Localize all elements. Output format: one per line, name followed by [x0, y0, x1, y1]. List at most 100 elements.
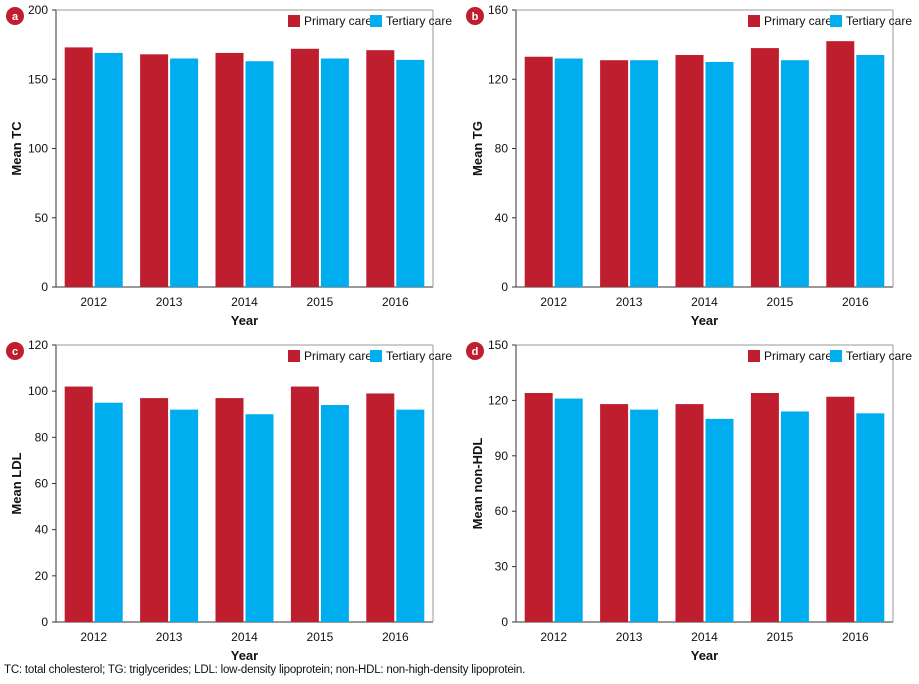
y-tick-label: 40	[35, 523, 49, 537]
figure-footnote: TC: total cholesterol; TG: triglycerides…	[4, 664, 526, 676]
chart-panel-a: 0 50 100 150 200 2012 2013 2014 2015 2016 Year Mean…	[6, 3, 452, 328]
bar-primary-care	[366, 393, 395, 622]
bar-tertiary-care	[554, 398, 583, 622]
bar-primary-care	[826, 396, 855, 622]
bar-tertiary-care	[856, 55, 885, 288]
x-axis-title: Year	[231, 313, 258, 328]
legend-label-primary-care: Primary care	[764, 349, 832, 363]
legend-swatch-primary-care	[748, 350, 760, 362]
bar-tertiary-care	[245, 414, 274, 622]
y-tick-label: 60	[495, 504, 509, 518]
y-tick-label: 80	[495, 142, 509, 156]
bar-primary-care	[215, 398, 244, 622]
bar-primary-care	[290, 386, 319, 622]
x-tick-label: 2015	[767, 295, 794, 309]
bar-primary-care	[524, 56, 553, 288]
bar-primary-care	[366, 50, 395, 287]
x-tick-label: 2012	[540, 630, 567, 644]
y-tick-label: 50	[35, 211, 49, 225]
x-tick-label: 2012	[540, 295, 567, 309]
bar-primary-care	[140, 398, 169, 622]
panel-badge	[466, 342, 484, 360]
legend-label-tertiary-care: Tertiary care	[386, 14, 452, 28]
bar-tertiary-care	[780, 60, 809, 287]
y-tick-label: 90	[495, 449, 509, 463]
bar-tertiary-care	[245, 61, 274, 288]
y-tick-label: 150	[488, 338, 508, 352]
y-tick-label: 0	[501, 615, 508, 629]
bar-tertiary-care	[94, 402, 123, 622]
x-tick-label: 2016	[382, 630, 409, 644]
chart-panel-c: 0 20 40 60 80 100 120 2012 2013 2014 2015 2016 Year M…	[6, 338, 452, 663]
bar-tertiary-care	[170, 58, 199, 287]
y-axis-title: Mean non-HDL	[470, 438, 485, 530]
legend-swatch-primary-care	[748, 15, 760, 27]
bar-primary-care	[600, 60, 629, 287]
y-tick-label: 120	[28, 338, 48, 352]
y-tick-label: 100	[28, 384, 48, 398]
bar-primary-care	[290, 48, 319, 287]
x-tick-label: 2015	[307, 630, 334, 644]
bar-primary-care	[750, 48, 779, 288]
y-tick-label: 60	[35, 477, 49, 491]
x-axis-title: Year	[231, 648, 258, 663]
x-axis-title: Year	[691, 313, 718, 328]
panel-badge-label: d	[472, 346, 479, 358]
y-tick-label: 30	[495, 560, 509, 574]
legend-swatch-primary-care	[288, 15, 300, 27]
y-tick-label: 200	[28, 3, 48, 17]
legend-swatch-tertiary-care	[830, 15, 842, 27]
x-tick-label: 2013	[156, 630, 183, 644]
x-tick-label: 2012	[80, 295, 107, 309]
legend-label-tertiary-care: Tertiary care	[386, 349, 452, 363]
legend-label-primary-care: Primary care	[304, 349, 372, 363]
panel-badge-label: c	[12, 346, 18, 358]
y-tick-label: 40	[495, 211, 509, 225]
bar-tertiary-care	[396, 59, 425, 287]
x-tick-label: 2013	[616, 295, 643, 309]
y-tick-label: 80	[35, 430, 49, 444]
bar-tertiary-care	[554, 58, 583, 287]
panel-badge	[6, 7, 24, 25]
panel-badge-label: b	[472, 11, 479, 23]
bar-primary-care	[826, 41, 855, 287]
y-axis-title: Mean LDL	[9, 452, 24, 514]
y-tick-label: 160	[488, 3, 508, 17]
bar-primary-care	[64, 386, 93, 622]
legend-label-primary-care: Primary care	[764, 14, 832, 28]
y-tick-label: 150	[28, 72, 48, 86]
bar-tertiary-care	[705, 418, 734, 622]
bar-primary-care	[140, 54, 169, 287]
x-tick-label: 2016	[382, 295, 409, 309]
y-axis-title: Mean TC	[9, 121, 24, 176]
legend-swatch-tertiary-care	[370, 15, 382, 27]
bar-tertiary-care	[856, 413, 885, 622]
x-axis-title: Year	[691, 648, 718, 663]
bar-tertiary-care	[780, 411, 809, 622]
x-tick-label: 2014	[691, 630, 718, 644]
bar-tertiary-care	[630, 409, 659, 622]
x-tick-label: 2015	[307, 295, 334, 309]
chart-panel-d: 0 30 60 90 120 150 2012 2013 2014 2015 2016 Year Mea…	[466, 338, 912, 663]
y-tick-label: 0	[501, 280, 508, 294]
bar-tertiary-care	[94, 52, 123, 288]
legend-label-primary-care: Primary care	[304, 14, 372, 28]
x-tick-label: 2016	[842, 295, 869, 309]
legend-swatch-tertiary-care	[830, 350, 842, 362]
bar-primary-care	[215, 52, 244, 288]
x-tick-label: 2013	[156, 295, 183, 309]
x-tick-label: 2014	[231, 295, 258, 309]
y-tick-label: 0	[41, 615, 48, 629]
bar-primary-care	[750, 393, 779, 622]
bar-primary-care	[675, 55, 704, 288]
x-tick-label: 2014	[231, 630, 258, 644]
x-tick-label: 2015	[767, 630, 794, 644]
panel-badge	[6, 342, 24, 360]
bar-primary-care	[524, 393, 553, 622]
bar-primary-care	[64, 47, 93, 287]
y-tick-label: 100	[28, 142, 48, 156]
legend-swatch-primary-care	[288, 350, 300, 362]
bar-tertiary-care	[705, 61, 734, 287]
legend-label-tertiary-care: Tertiary care	[846, 14, 912, 28]
bar-primary-care	[600, 404, 629, 622]
